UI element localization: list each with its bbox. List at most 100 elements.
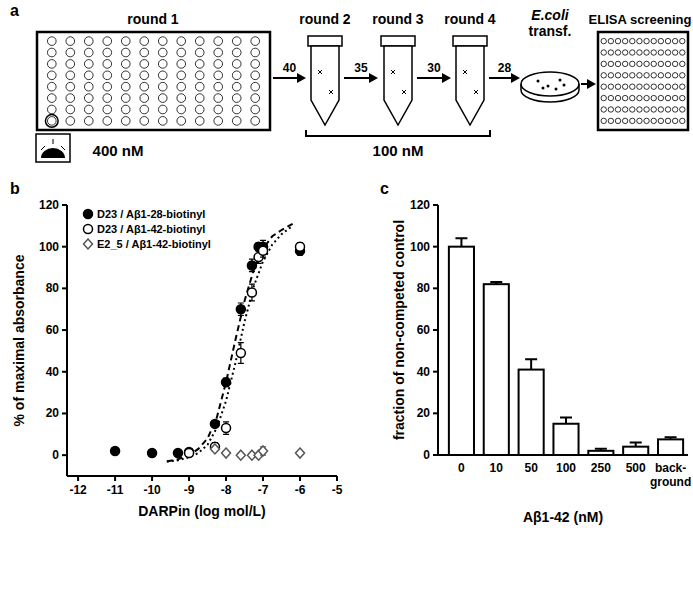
x-tick-label: 250 — [591, 461, 611, 475]
legend-marker — [84, 210, 93, 219]
well — [121, 94, 130, 103]
well — [658, 107, 663, 112]
well — [47, 117, 56, 126]
well — [651, 38, 656, 43]
bracket — [306, 130, 490, 136]
bar — [484, 284, 509, 455]
inset-rays — [41, 139, 65, 150]
well — [232, 71, 241, 80]
well — [251, 71, 260, 80]
well — [177, 60, 186, 69]
x-tick-label: -6 — [295, 483, 306, 497]
well — [232, 60, 241, 69]
marker — [111, 446, 120, 455]
error-bar — [455, 238, 467, 246]
legend-marker — [84, 225, 93, 234]
error-bar — [560, 418, 572, 424]
well — [214, 37, 223, 46]
x-tick-label: -12 — [69, 483, 87, 497]
well — [651, 61, 656, 66]
well — [672, 107, 677, 112]
well — [672, 95, 677, 100]
legend-label: D23 / Aβ1-42-biotinyl — [97, 223, 205, 235]
well — [601, 38, 606, 43]
x-tick — [299, 476, 301, 481]
well — [680, 50, 685, 55]
arrow — [489, 77, 513, 79]
legend-entry: D23 / Aβ1-28-biotinyl — [84, 208, 206, 220]
well — [630, 50, 635, 55]
label-line: 0 — [458, 461, 465, 475]
well — [658, 95, 663, 100]
well — [214, 105, 223, 114]
fit-line — [167, 224, 293, 462]
well — [608, 73, 613, 78]
well — [651, 50, 656, 55]
well — [630, 107, 635, 112]
arrow-head — [511, 73, 520, 83]
plot-c — [449, 238, 683, 455]
well — [214, 94, 223, 103]
well — [644, 50, 649, 55]
well — [140, 117, 149, 126]
well — [601, 61, 606, 66]
well — [622, 38, 627, 43]
x-tick-label: -8 — [221, 483, 232, 497]
x-tick — [225, 476, 227, 481]
well — [103, 60, 112, 69]
well — [601, 73, 606, 78]
well — [644, 95, 649, 100]
y-tick — [433, 412, 438, 414]
tube-label: round 3 — [372, 11, 424, 27]
well — [66, 60, 75, 69]
arrow-head — [587, 79, 596, 89]
well — [644, 73, 649, 78]
tube-body — [384, 46, 412, 125]
x-tick-label: -10 — [143, 483, 161, 497]
well — [637, 95, 642, 100]
well — [140, 94, 149, 103]
marker — [247, 261, 256, 270]
well — [158, 105, 167, 114]
x-tick-label: 0 — [458, 461, 465, 475]
well — [232, 82, 241, 91]
tube — [381, 36, 415, 125]
well — [103, 37, 112, 46]
x-tick-label: -5 — [332, 483, 343, 497]
label-line: 10 — [490, 461, 504, 475]
well — [103, 48, 112, 57]
well — [644, 38, 649, 43]
marker — [210, 419, 219, 428]
colony — [563, 84, 566, 87]
colony — [555, 88, 558, 91]
well — [232, 105, 241, 114]
marker — [185, 449, 194, 458]
well — [672, 118, 677, 123]
inset — [36, 134, 70, 162]
y-tick — [62, 412, 67, 414]
well — [622, 61, 627, 66]
well — [651, 73, 656, 78]
well — [615, 84, 620, 89]
well — [214, 117, 223, 126]
y-tick-label: 0 — [52, 448, 59, 462]
legend-entry: D23 / Aβ1-42-biotinyl — [84, 223, 206, 235]
well — [177, 37, 186, 46]
well — [121, 48, 130, 57]
well — [195, 48, 204, 57]
well — [66, 48, 75, 57]
well — [658, 84, 663, 89]
well — [608, 118, 613, 123]
well — [214, 71, 223, 80]
well — [195, 94, 204, 103]
tube-content — [318, 70, 333, 94]
well — [214, 48, 223, 57]
y-tick-label: 40 — [46, 365, 60, 379]
x-tick-label: 50 — [524, 461, 538, 475]
fit-line — [167, 226, 293, 462]
arrow-head — [297, 73, 306, 83]
y-tick-label: 20 — [417, 406, 431, 420]
well — [637, 50, 642, 55]
well — [665, 107, 670, 112]
y-tick — [62, 204, 67, 206]
